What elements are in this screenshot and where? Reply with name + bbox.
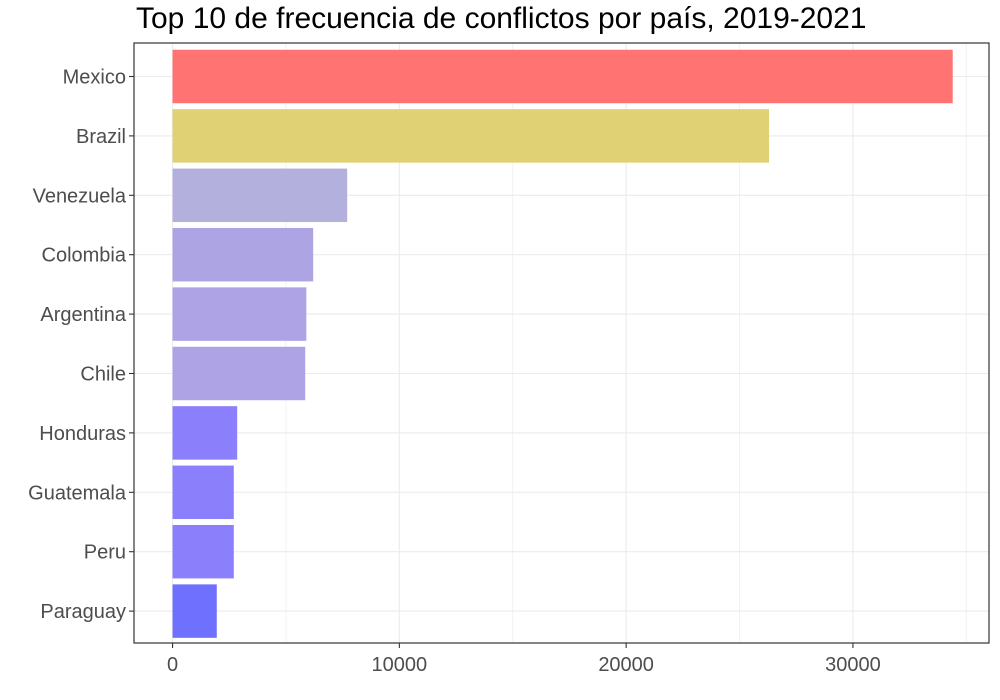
y-tick-label: Venezuela <box>33 185 127 207</box>
bar-colombia <box>172 227 314 282</box>
x-tick-label: 0 <box>167 654 178 676</box>
bar-brazil <box>172 109 770 163</box>
y-tick-label: Mexico <box>63 67 126 89</box>
y-tick-label: Paraguay <box>40 601 126 623</box>
y-tick-label: Guatemala <box>28 482 127 504</box>
y-tick-label: Colombia <box>42 245 127 267</box>
axis-layer: Mexico Brazil Venezuela Colombia Argentina Ch… <box>28 67 881 677</box>
y-tick-label: Peru <box>84 542 126 564</box>
bar-chile <box>172 346 306 401</box>
bar-layer <box>172 49 953 638</box>
bar-mexico <box>172 49 953 104</box>
x-tick-label: 10000 <box>372 654 428 676</box>
y-tick-label: Chile <box>80 364 126 386</box>
bar-guatemala <box>172 465 234 520</box>
bar-venezuela <box>172 168 348 223</box>
bar-peru <box>172 524 234 579</box>
y-tick-label: Honduras <box>39 423 126 445</box>
bar-paraguay <box>172 584 217 638</box>
y-tick-label: Brazil <box>76 126 126 148</box>
y-tick-label: Argentina <box>40 304 126 326</box>
bar-honduras <box>172 406 238 460</box>
bar-argentina <box>172 287 307 341</box>
plot-border <box>133 42 990 644</box>
chart-title: Top 10 de frecuencia de conflictos por p… <box>136 2 867 35</box>
x-tick-label: 20000 <box>598 654 654 676</box>
x-tick-label: 30000 <box>825 654 881 676</box>
